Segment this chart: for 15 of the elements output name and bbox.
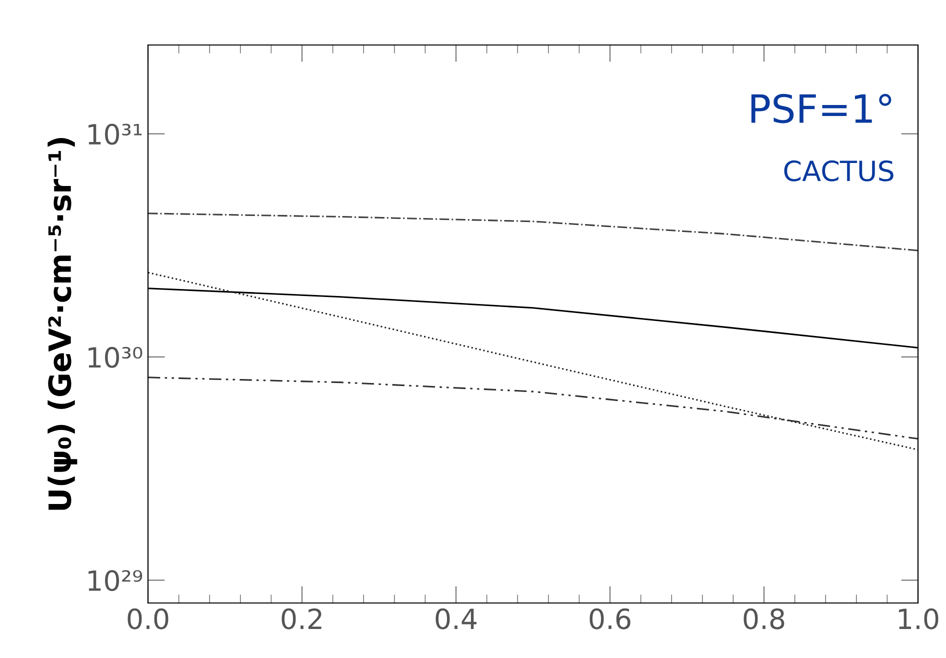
- y-tick-label: 10³⁰: [88, 346, 142, 368]
- y-axis-title: U(ψ₀) (GeV²·cm⁻⁵·sr⁻¹): [48, 138, 78, 510]
- x-tick-label: 0.8: [744, 608, 784, 630]
- line-series: [148, 272, 918, 451]
- y-tick-label: 10³¹: [88, 124, 142, 145]
- annotation: CACTUS: [784, 160, 894, 182]
- x-tick-label: 1.0: [898, 608, 938, 630]
- x-tick-label: 0.6: [590, 608, 630, 630]
- line-series: [148, 212, 918, 252]
- x-tick-label: 0.2: [282, 608, 322, 630]
- line-series: [148, 376, 918, 440]
- x-tick-label: 0.0: [128, 608, 168, 630]
- y-tick-label: 10²⁹: [88, 570, 142, 592]
- x-tick-label: 0.4: [436, 608, 477, 630]
- annotation: PSF=1°: [751, 94, 892, 124]
